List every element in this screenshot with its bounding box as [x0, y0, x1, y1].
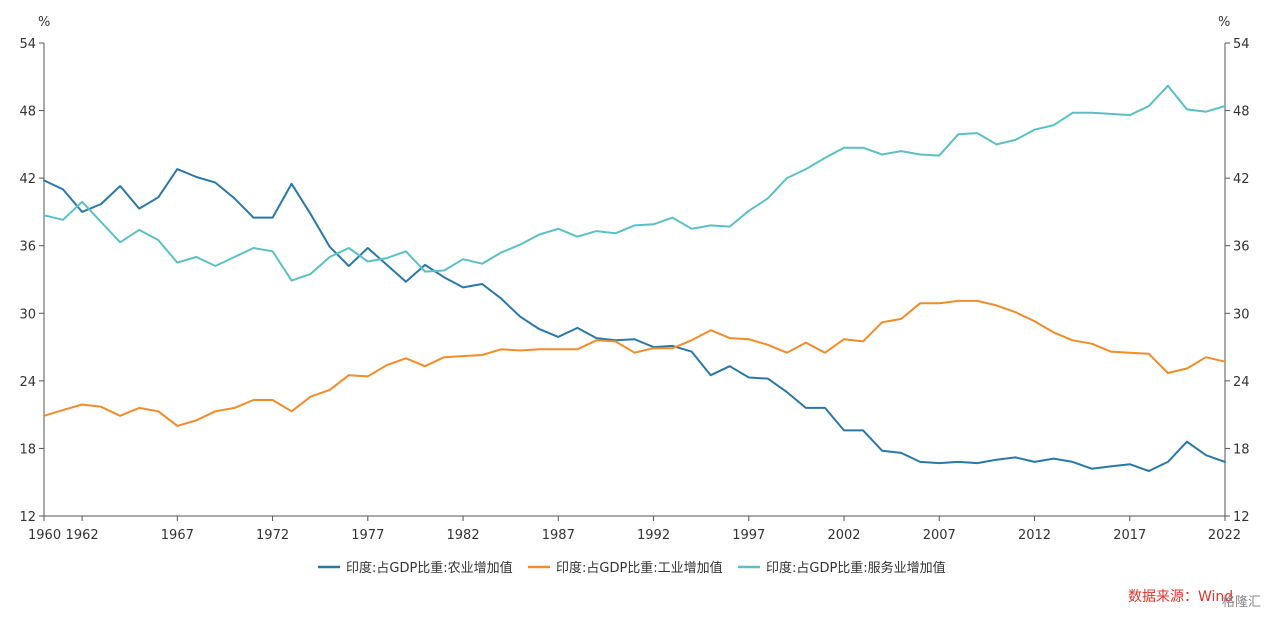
series-line-1: [43, 168, 1226, 472]
x-tick-label: 2017: [1113, 528, 1146, 543]
y-tick-label: 24: [19, 375, 36, 390]
left-y-axis-ticks: 12 18 24 30 36 42 48 54: [19, 37, 44, 525]
y2-tick-label: 36: [1233, 240, 1250, 255]
x-tick-label: 2012: [1018, 528, 1051, 543]
y2-tick-label: 30: [1233, 307, 1250, 322]
left-y-axis-unit: %: [38, 15, 50, 30]
y-tick-label: 54: [19, 37, 36, 52]
x-tick-label: 1987: [542, 528, 575, 543]
legend-label-2: 印度:占GDP比重:工业增加值: [556, 560, 723, 576]
x-axis-ticks: 1960 1962 1967 1972 1977 1982 1987 1992 1997 2002…: [28, 516, 1241, 543]
legend: 印度:占GDP比重:农业增加值 印度:占GDP比重:工业增加值 印度:占GDP比重:…: [318, 560, 946, 576]
x-tick-label: 2007: [923, 528, 956, 543]
x-tick-label: 2022: [1208, 528, 1241, 543]
x-tick-label: 1992: [637, 528, 670, 543]
x-tick-label: 2002: [827, 528, 860, 543]
y-tick-label: 36: [19, 240, 36, 255]
x-tick-label: 1982: [447, 528, 480, 543]
x-tick-label: 1967: [161, 528, 194, 543]
series-lines: [43, 84, 1226, 472]
y2-tick-label: 24: [1233, 375, 1250, 390]
y2-tick-label: 12: [1233, 510, 1250, 525]
x-tick-label: 1977: [351, 528, 384, 543]
legend-label-3: 印度:占GDP比重:服务业增加值: [766, 560, 946, 576]
watermark: 格隆汇: [1222, 594, 1261, 610]
legend-label-1: 印度:占GDP比重:农业增加值: [346, 560, 513, 576]
y-tick-label: 42: [19, 172, 36, 187]
x-tick-label: 1960: [28, 528, 61, 543]
x-tick-label: 1997: [732, 528, 765, 543]
y-tick-label: 12: [19, 510, 36, 525]
right-y-axis-ticks: 12 18 24 30 36 42 48 54: [1225, 37, 1250, 525]
source-label: 数据来源：Wind: [1128, 589, 1233, 605]
series-line-2: [43, 299, 1226, 427]
y-tick-label: 30: [19, 307, 36, 322]
y2-tick-label: 42: [1233, 172, 1250, 187]
x-tick-label: 1972: [256, 528, 289, 543]
right-y-axis-unit: %: [1218, 15, 1230, 30]
series-line-3: [43, 84, 1226, 282]
y-tick-label: 48: [19, 105, 36, 120]
y-tick-label: 18: [19, 442, 36, 457]
y2-tick-label: 18: [1233, 442, 1250, 457]
x-tick-label: 1962: [66, 528, 99, 543]
y2-tick-label: 48: [1233, 105, 1250, 120]
y2-tick-label: 54: [1233, 37, 1250, 52]
